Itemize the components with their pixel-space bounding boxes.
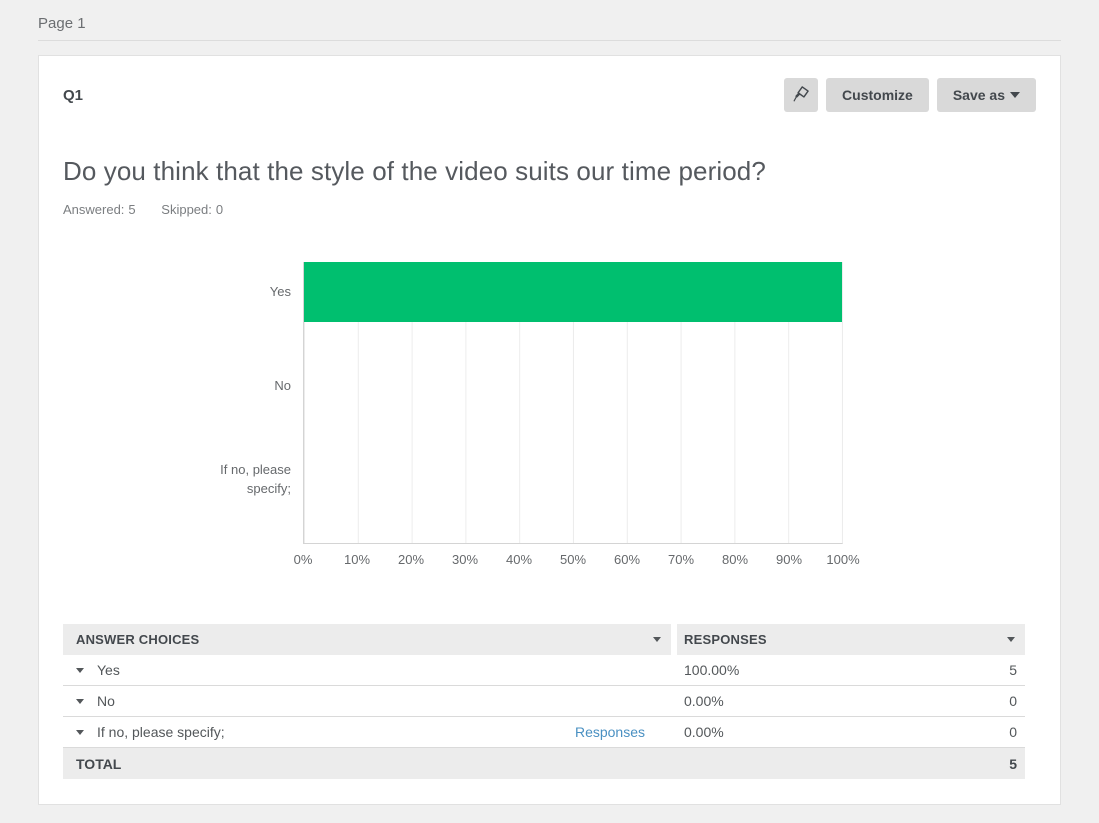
total-label: TOTAL	[76, 755, 122, 772]
chart-category-labels: Yes No If no, please specify;	[63, 245, 303, 570]
page-divider	[38, 40, 1061, 41]
responses-header-label: RESPONSES	[684, 632, 767, 647]
category-label: If no, please specify;	[220, 462, 291, 496]
x-axis-tick: 10%	[343, 552, 371, 567]
expand-caret-icon[interactable]	[76, 667, 84, 673]
table-row: If no, please specify; Responses 0.00% 0	[63, 717, 1025, 748]
question-number: Q1	[63, 86, 84, 104]
skipped-value: 0	[215, 202, 224, 217]
count-cell: 0	[1009, 693, 1017, 709]
count-cell: 0	[1009, 724, 1017, 740]
page-label: Page 1	[38, 15, 86, 32]
table-header-row: ANSWER CHOICES RESPONSES	[63, 624, 1025, 655]
choice-cell: Yes	[63, 662, 677, 678]
responses-link[interactable]: Responses	[574, 724, 645, 740]
question-title: Do you think that the style of the video…	[63, 156, 766, 186]
sort-caret-icon[interactable]	[1007, 637, 1015, 642]
question-card-header: Q1 Customize Save as	[63, 78, 1036, 112]
chart-plot-wrap: 0% 10% 20% 30% 40% 50% 60% 70% 80% 90% 100%	[294, 245, 860, 570]
header-responses[interactable]: RESPONSES	[677, 624, 1025, 655]
x-axis-tick: 100%	[826, 552, 860, 567]
choice-label: No	[97, 693, 115, 709]
expand-caret-icon[interactable]	[76, 698, 84, 704]
answered-stat: Answered: 5	[63, 202, 136, 217]
count-cell: 5	[1009, 662, 1017, 678]
total-count: 5	[1009, 755, 1017, 772]
x-axis-tick: 50%	[559, 552, 587, 567]
skipped-stat: Skipped: 0	[161, 202, 223, 217]
x-axis-tick: 30%	[451, 552, 479, 567]
table-row: No 0.00% 0	[63, 686, 1025, 717]
choice-label: Yes	[97, 662, 120, 678]
x-axis-tick: 70%	[667, 552, 695, 567]
sort-caret-icon[interactable]	[653, 637, 661, 642]
chart-plot-area	[303, 262, 843, 544]
response-stats: Answered: 5 Skipped: 0	[63, 202, 1036, 217]
question-card: Q1 Customize Save as	[38, 55, 1061, 805]
save-as-button-label: Save as	[952, 87, 1005, 103]
x-axis-tick: 60%	[613, 552, 641, 567]
choice-cell: If no, please specify; Responses	[63, 724, 677, 740]
expand-caret-icon[interactable]	[76, 729, 84, 735]
x-axis-tick: 0%	[293, 552, 313, 567]
choice-cell: No	[63, 693, 677, 709]
bar-yes	[304, 262, 842, 322]
save-as-button[interactable]: Save as	[936, 78, 1036, 112]
category-label: Yes	[269, 283, 291, 299]
horizontal-bar-chart: Yes No If no, please specify; 0% 10% 20% 30…	[63, 245, 1036, 570]
question-toolbar: Customize Save as	[784, 78, 1036, 112]
bar-row	[304, 373, 842, 467]
results-page: Page 1 Q1 Customize	[38, 15, 1061, 805]
x-axis-tick: 20%	[397, 552, 425, 567]
chevron-down-icon	[1010, 92, 1020, 98]
x-axis: 0% 10% 20% 30% 40% 50% 60% 70% 80% 90% 100%	[294, 552, 860, 570]
x-axis-tick: 90%	[775, 552, 803, 567]
x-axis-tick: 40%	[505, 552, 533, 567]
choice-label: If no, please specify;	[97, 724, 225, 740]
results-table: ANSWER CHOICES RESPONSES Yes 100.00% 5	[63, 624, 1025, 779]
table-row: Yes 100.00% 5	[63, 655, 1025, 686]
percent-cell: 0.00%	[684, 693, 724, 709]
customize-button[interactable]: Customize	[826, 78, 929, 112]
answered-value: 5	[128, 202, 136, 217]
skipped-label: Skipped:	[161, 202, 212, 217]
percent-cell: 0.00%	[684, 724, 724, 740]
answered-label: Answered:	[63, 202, 125, 217]
header-answer-choices[interactable]: ANSWER CHOICES	[63, 624, 671, 655]
percent-cell: 100.00%	[684, 662, 740, 678]
pin-button[interactable]	[784, 78, 819, 112]
bar-row	[304, 262, 842, 356]
x-axis-tick: 80%	[721, 552, 749, 567]
pushpin-icon	[791, 84, 811, 107]
category-label: No	[274, 377, 291, 393]
answer-choices-header-label: ANSWER CHOICES	[76, 632, 200, 647]
table-total-row: TOTAL 5	[63, 748, 1025, 779]
customize-button-label: Customize	[842, 87, 913, 103]
